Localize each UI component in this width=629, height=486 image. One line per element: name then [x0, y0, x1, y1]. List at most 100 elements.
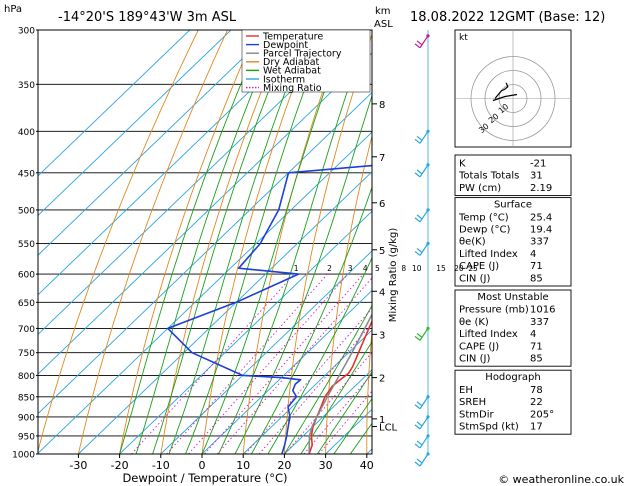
index-label: θe(K) [459, 237, 486, 248]
temp-tick-label: 20 [277, 459, 291, 472]
wind-barb-dot [426, 415, 430, 419]
legend-label: Mixing Ratio [263, 83, 322, 94]
mixing-ratio-label: 10 [412, 264, 422, 273]
wind-barb-staff [419, 416, 429, 430]
wind-barb-dot [426, 34, 430, 38]
pressure-tick-label: 850 [18, 393, 35, 403]
dry-adiabat [38, 30, 199, 453]
wind-barb-flag [416, 247, 423, 253]
km-tick-label: 7 [379, 153, 385, 164]
mixing-ratio-label: 3 [348, 264, 353, 273]
wind-barb-flag [414, 172, 421, 178]
index-value: 85 [530, 354, 543, 365]
index-value: 78 [530, 385, 543, 396]
wet-adiabat [317, 371, 372, 454]
section-title: Hodograph [485, 372, 540, 383]
isotherm-line [38, 91, 372, 415]
index-label: SREH [459, 397, 486, 408]
wind-barb-dot [426, 129, 430, 133]
wind-barb-flag [416, 169, 423, 175]
location-title: -14°20'S 189°43'W 3m ASL [58, 10, 237, 25]
wind-barb-dot [426, 434, 430, 438]
km-tick-label: 6 [379, 199, 385, 210]
dry-adiabat [242, 30, 345, 454]
temp-tick-label: -30 [69, 459, 87, 472]
wind-barb-flag [416, 458, 423, 464]
wind-barb-flag [414, 138, 421, 144]
legend-label: Wet Adiabat [263, 66, 321, 77]
pressure-tick-label: 450 [18, 169, 35, 179]
temp-tick-label: -10 [152, 459, 170, 472]
index-label: Pressure (mb) [459, 305, 529, 316]
km-tick-label: 8 [379, 100, 385, 111]
wind-barb-staff [419, 453, 429, 467]
plot-frame [37, 29, 373, 455]
wind-barb-flag [414, 250, 421, 256]
mixing-ratio-line [166, 273, 328, 454]
index-label: StmSpd (kt) [459, 422, 519, 433]
wind-barb-flag [414, 217, 421, 223]
wind-barb-dot [426, 241, 430, 246]
background-lines [38, 18, 629, 454]
wind-barb-flag [416, 401, 423, 407]
index-label: CAPE (J) [459, 261, 499, 272]
km-tick-label: 5 [379, 246, 385, 257]
wet-adiabat [152, 30, 294, 454]
mixing-ratio-line [284, 351, 372, 454]
pressure-tick-label: 1000 [12, 451, 35, 461]
index-label: CIN (J) [459, 273, 490, 284]
wind-barb [414, 241, 430, 256]
mixing-ratio-label: 1 [294, 264, 299, 273]
isotherm-line [38, 30, 191, 177]
dry-adiabat [201, 30, 316, 454]
index-label: θe (K) [459, 317, 489, 328]
temp-tick-label: 40 [360, 459, 374, 472]
asl-label: ASL [374, 19, 393, 30]
mixing-ratio-label: 5 [375, 264, 380, 273]
mixing-ratio-label: 4 [363, 264, 368, 273]
wind-barb-flag [416, 421, 423, 427]
datetime-title: 18.08.2022 12GMT (Base: 12) [410, 10, 605, 25]
y-axis-right-label: Mixing Ratio (g/kg) [388, 228, 399, 323]
wind-barb-flag [414, 461, 421, 467]
wet-adiabat [333, 397, 372, 454]
wet-adiabat [300, 340, 372, 454]
temp-tick-label: 0 [199, 459, 206, 472]
pressure-tick-label: 300 [18, 27, 35, 37]
dry-adiabat [625, 18, 629, 454]
section-box [454, 289, 572, 367]
wind-barb [414, 208, 430, 223]
wet-adiabat [218, 30, 369, 454]
legend-label: Isotherm [263, 74, 305, 85]
index-value: 19.4 [530, 225, 552, 236]
dry-adiabat [366, 326, 372, 454]
temp-tick-label: -20 [111, 459, 129, 472]
wind-barb-flag [414, 43, 421, 49]
km-tick-label: 1 [379, 415, 385, 426]
wind-barb [414, 434, 430, 449]
legend-label: Temperature [262, 31, 323, 42]
wet-adiabat [119, 30, 265, 454]
index-value: 205° [530, 409, 554, 420]
wind-barb-flag [414, 404, 421, 410]
pressure-tick-label: 700 [18, 325, 35, 335]
mixing-ratio-label: 25 [468, 264, 478, 273]
dry-adiabat [77, 30, 228, 454]
index-value: 71 [530, 341, 543, 352]
index-value: 71 [530, 261, 543, 272]
hodograph-storm-vector [492, 93, 518, 102]
wind-barb-staff [419, 396, 429, 410]
index-value: 22 [530, 397, 543, 408]
wind-barb-staff [419, 328, 429, 341]
isotherm-line [242, 329, 372, 454]
index-label: Lifted Index [459, 329, 518, 340]
dry-adiabat [591, 18, 614, 454]
km-tick-label: 4 [379, 287, 385, 298]
index-label: Lifted Index [459, 249, 518, 260]
index-label: EH [459, 385, 473, 396]
isotherm-line [284, 369, 372, 454]
hodograph-trace [494, 82, 509, 99]
series-dewpoint [167, 164, 372, 454]
